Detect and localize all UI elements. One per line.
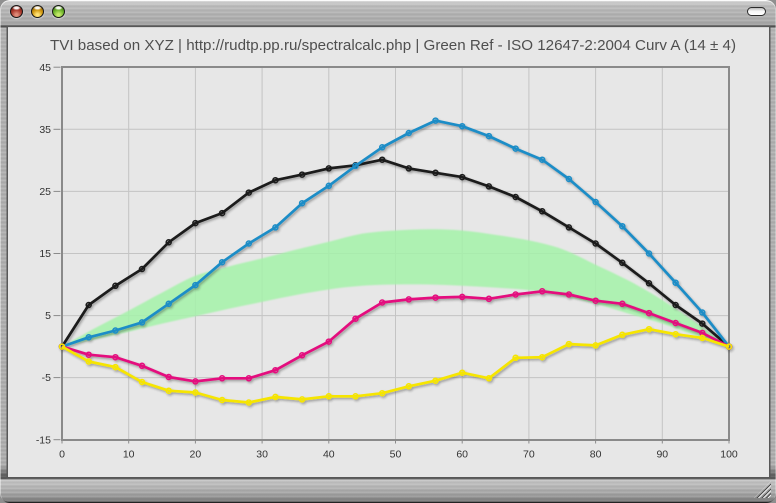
svg-text:5: 5	[45, 310, 51, 322]
svg-text:15: 15	[39, 248, 51, 260]
svg-text:-15: -15	[36, 434, 51, 446]
svg-text:30: 30	[256, 449, 268, 461]
svg-text:90: 90	[656, 449, 668, 461]
svg-text:70: 70	[523, 449, 535, 461]
svg-text:60: 60	[456, 449, 468, 461]
svg-text:25: 25	[39, 186, 51, 198]
svg-text:80: 80	[590, 449, 602, 461]
svg-text:100: 100	[720, 449, 738, 461]
svg-text:0: 0	[59, 449, 65, 461]
svg-text:10: 10	[123, 449, 135, 461]
svg-text:20: 20	[190, 449, 202, 461]
svg-text:TVI based on XYZ | http://rudt: TVI based on XYZ | http://rudtp.pp.ru/sp…	[50, 37, 736, 54]
svg-text:40: 40	[323, 449, 335, 461]
svg-text:-5: -5	[42, 372, 51, 384]
svg-text:50: 50	[390, 449, 402, 461]
svg-text:45: 45	[39, 62, 51, 74]
svg-text:35: 35	[39, 124, 51, 136]
